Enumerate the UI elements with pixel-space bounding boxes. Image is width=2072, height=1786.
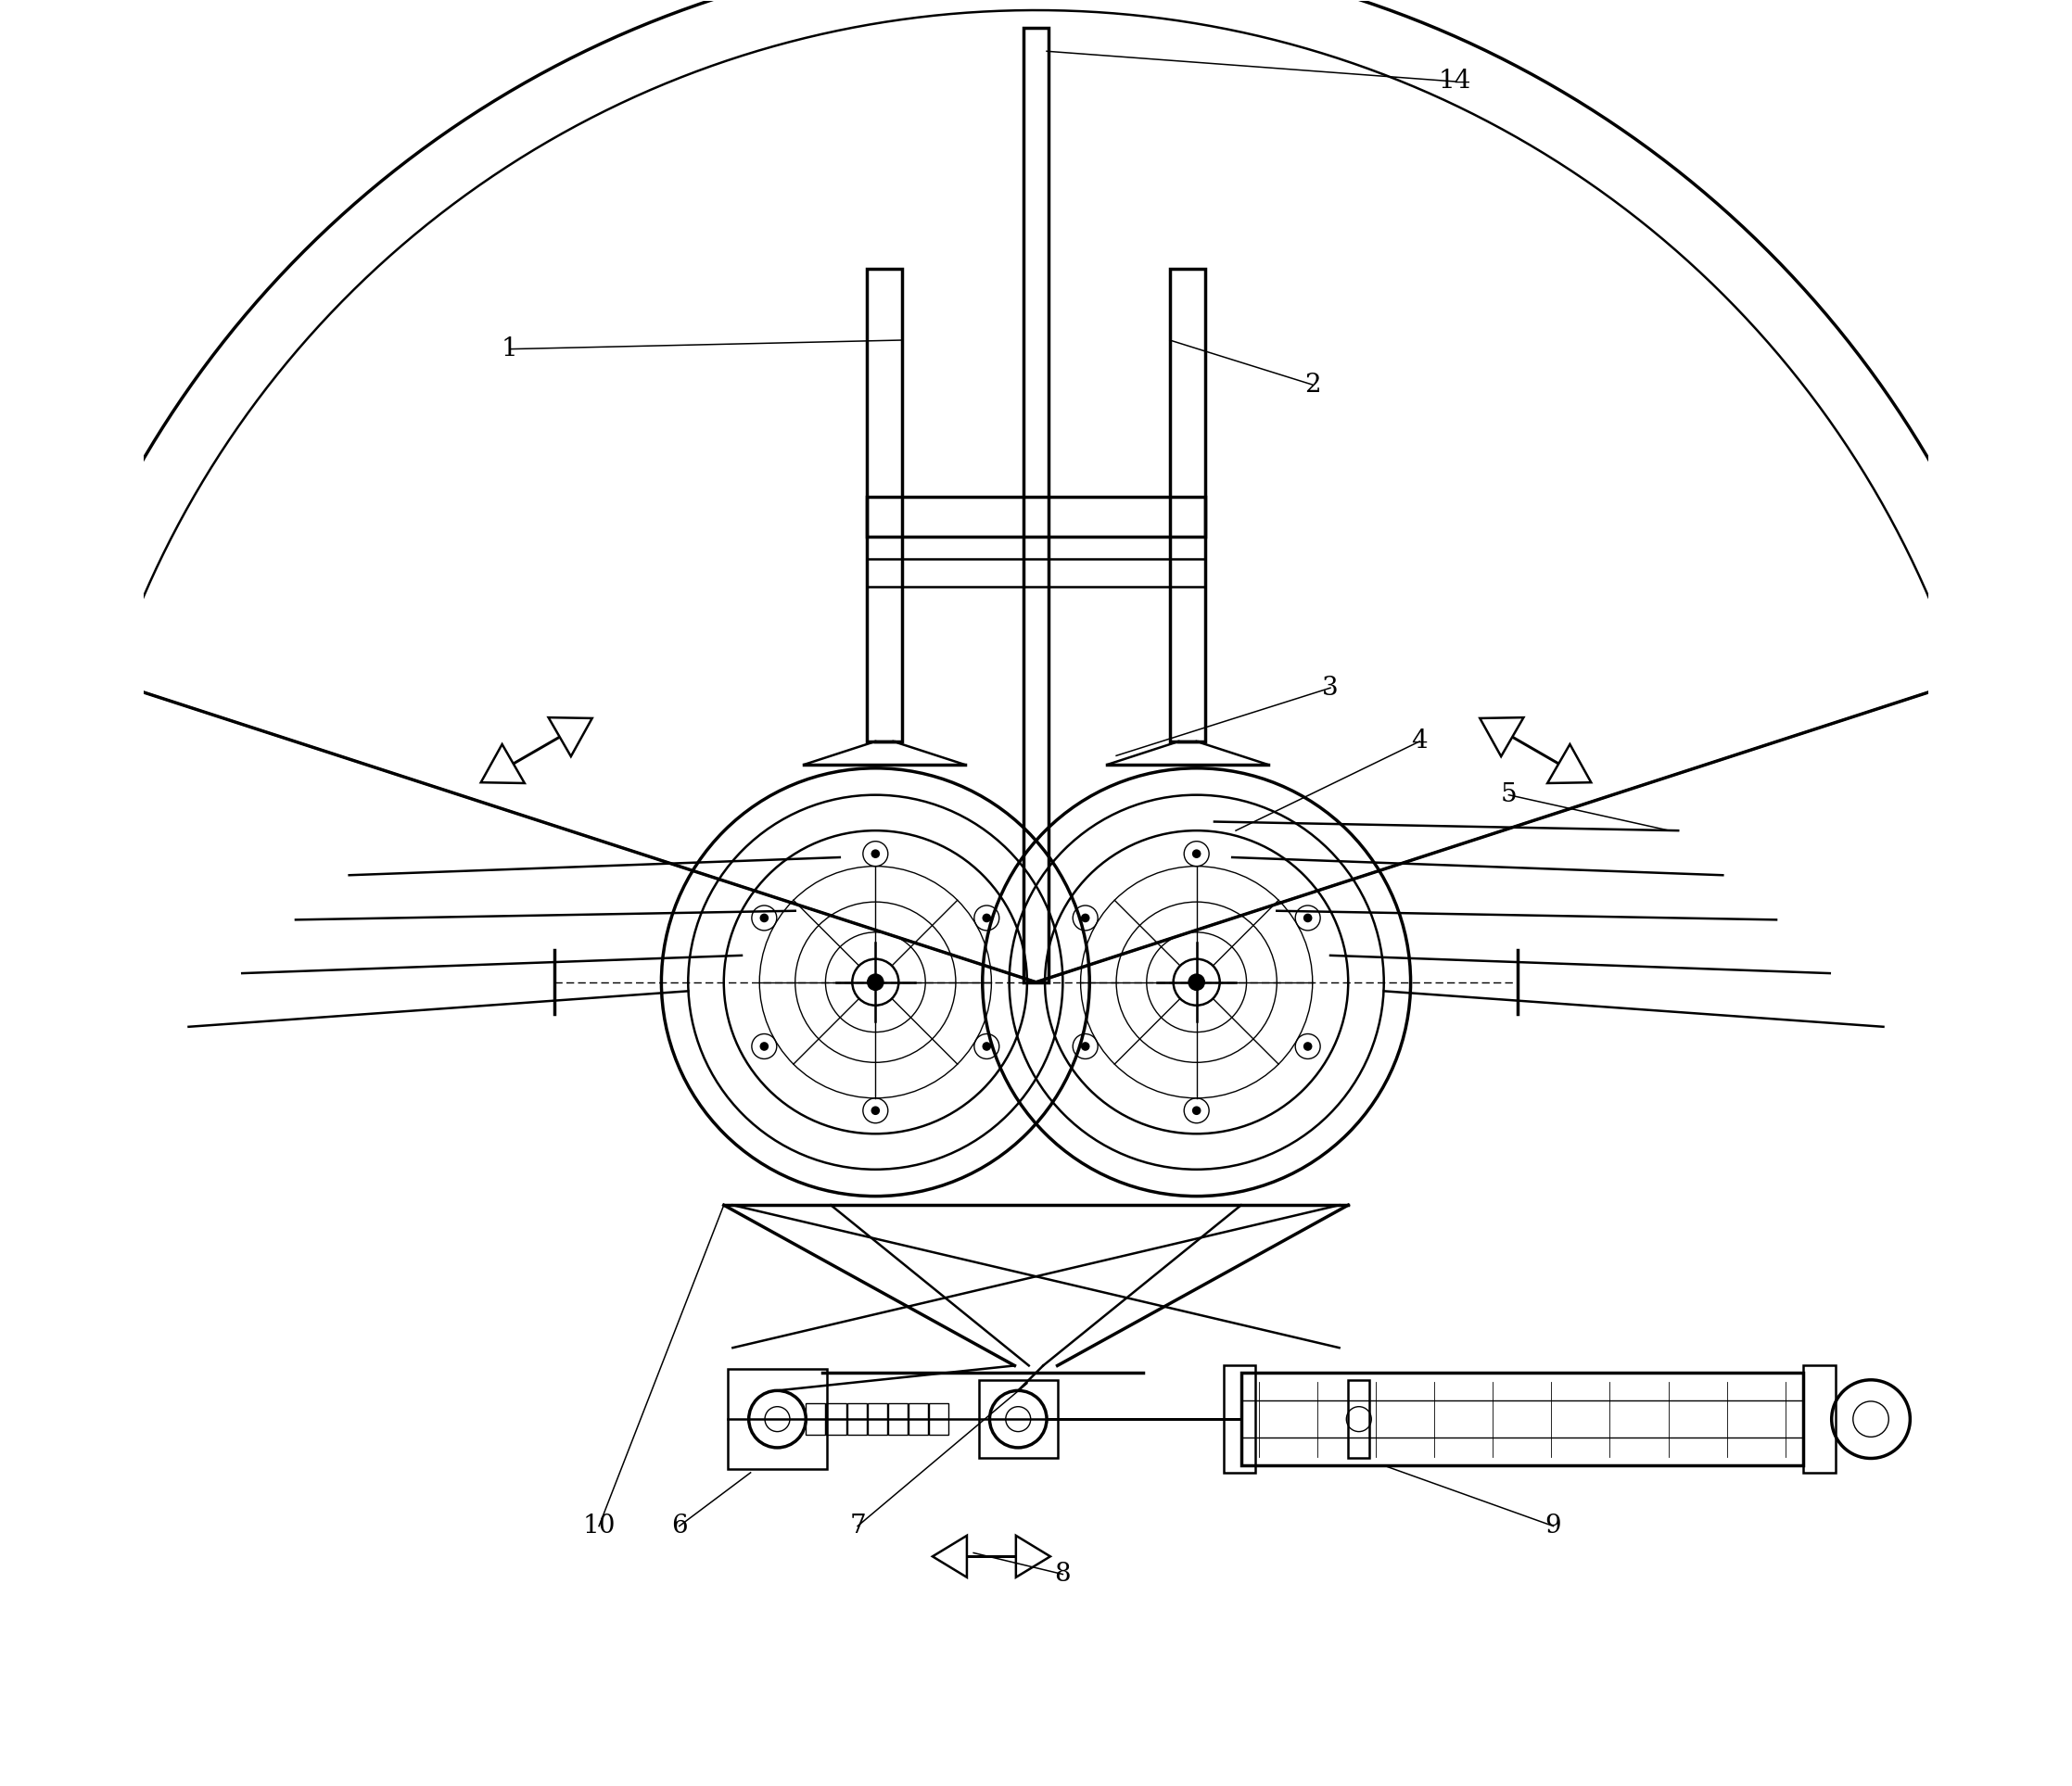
Polygon shape bbox=[1548, 745, 1591, 784]
Text: 5: 5 bbox=[1500, 782, 1517, 807]
Bar bbox=[1803, 1366, 1836, 1473]
Bar bbox=[727, 1370, 827, 1470]
Bar bbox=[806, 1404, 825, 1436]
Circle shape bbox=[1303, 1041, 1312, 1050]
Bar bbox=[1241, 1373, 1803, 1466]
Bar bbox=[1222, 1366, 1256, 1473]
Bar bbox=[1171, 270, 1206, 741]
Text: 2: 2 bbox=[1305, 371, 1320, 396]
Circle shape bbox=[1303, 913, 1312, 922]
Text: 7: 7 bbox=[850, 1513, 866, 1538]
Circle shape bbox=[982, 913, 990, 922]
Bar bbox=[866, 270, 901, 741]
Text: 10: 10 bbox=[582, 1513, 615, 1538]
Bar bbox=[868, 1404, 887, 1436]
Bar bbox=[908, 1404, 928, 1436]
Circle shape bbox=[870, 850, 881, 859]
Text: 3: 3 bbox=[1322, 675, 1339, 700]
Text: 6: 6 bbox=[671, 1513, 688, 1538]
Circle shape bbox=[1191, 850, 1202, 859]
Circle shape bbox=[760, 1041, 769, 1050]
Circle shape bbox=[1082, 1041, 1090, 1050]
Circle shape bbox=[760, 913, 769, 922]
Circle shape bbox=[982, 1041, 990, 1050]
Polygon shape bbox=[932, 1536, 968, 1577]
Bar bbox=[978, 1381, 1057, 1459]
Bar bbox=[928, 1404, 949, 1436]
Text: 14: 14 bbox=[1438, 70, 1471, 95]
Circle shape bbox=[868, 973, 883, 989]
Text: 4: 4 bbox=[1411, 729, 1428, 754]
Polygon shape bbox=[1479, 718, 1523, 757]
Circle shape bbox=[870, 1106, 881, 1114]
Circle shape bbox=[1189, 973, 1204, 989]
Circle shape bbox=[1191, 1106, 1202, 1114]
Bar bbox=[866, 559, 1206, 586]
Bar bbox=[1024, 29, 1048, 982]
Text: 9: 9 bbox=[1546, 1513, 1562, 1538]
Polygon shape bbox=[1015, 1536, 1051, 1577]
Bar bbox=[866, 497, 1206, 536]
Bar bbox=[1349, 1381, 1370, 1459]
Bar bbox=[889, 1404, 908, 1436]
Text: 1: 1 bbox=[501, 336, 518, 361]
Bar bbox=[827, 1404, 845, 1436]
Polygon shape bbox=[549, 718, 593, 757]
Circle shape bbox=[1082, 913, 1090, 922]
Text: 8: 8 bbox=[1055, 1561, 1071, 1586]
Polygon shape bbox=[481, 745, 524, 784]
Bar bbox=[847, 1404, 866, 1436]
